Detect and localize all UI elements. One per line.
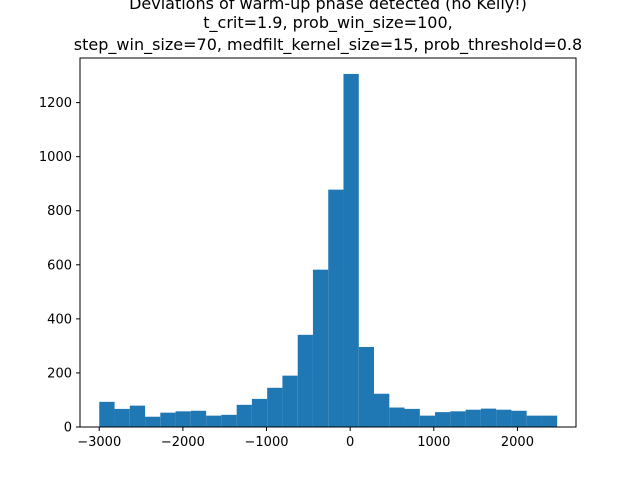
x-tick-label-4: 1000 [417,435,450,450]
histogram-bar-26 [496,409,512,427]
x-axis: −3000 −2000 −1000 0 1000 2000 [77,427,534,450]
chart-title-line-2: t_crit=1.9, prob_win_size=100, [203,13,452,33]
histogram-bar-9 [236,404,252,427]
y-axis: 0 200 400 600 800 1000 1200 [39,96,80,436]
histogram-bar-11 [267,387,283,427]
y-tick-label-4: 800 [47,204,72,219]
histogram-bar-21 [419,415,436,427]
chart-title: Deviations of warm-up phase detected (no… [74,0,582,55]
chart-title-line-1: Deviations of warm-up phase detected (no… [129,0,527,13]
histogram-bar-18 [374,393,390,427]
histogram-bar-15 [328,189,344,427]
histogram-bar-7 [206,415,222,427]
histogram-bar-1 [114,408,130,427]
histogram-bar-22 [435,412,451,427]
chart-title-line-3: step_win_size=70, medfilt_kernel_size=15… [74,35,582,55]
x-tick-label-2: −1000 [245,435,289,450]
x-tick-label-5: 2000 [501,435,534,450]
histogram-bar-16 [343,73,359,427]
histogram-bar-19 [389,407,405,427]
histogram-bar-17 [358,346,374,427]
histogram-bar-6 [190,410,207,427]
y-tick-label-3: 600 [47,258,72,273]
histogram-bar-0 [99,401,115,427]
x-tick-label-3: 0 [346,435,354,450]
histogram-bar-8 [221,414,237,427]
histogram-bar-14 [312,269,329,427]
y-tick-label-6: 1200 [39,96,72,111]
histogram-bar-10 [251,398,268,427]
histogram-bar-4 [160,412,176,427]
histogram-bar-27 [511,410,527,427]
histogram-bar-12 [282,375,298,427]
histogram-bar-28 [526,415,542,427]
histogram-bar-5 [175,411,191,427]
histogram-bar-23 [450,411,466,427]
y-tick-label-1: 200 [47,366,72,381]
y-tick-label-0: 0 [64,421,72,436]
y-tick-label-2: 400 [47,312,72,327]
histogram-bar-25 [480,408,497,427]
histogram-bar-29 [541,415,558,427]
histogram-bar-24 [465,409,481,427]
histogram-bar-3 [145,416,161,427]
x-tick-label-0: −3000 [77,435,121,450]
plot-area-frame [79,57,577,428]
y-tick-label-5: 1000 [39,150,72,165]
histogram-bar-13 [297,334,313,427]
histogram-bar-20 [404,408,420,427]
histogram-bars [99,73,558,427]
histogram-bar-2 [129,405,146,427]
x-tick-label-1: −2000 [161,435,205,450]
